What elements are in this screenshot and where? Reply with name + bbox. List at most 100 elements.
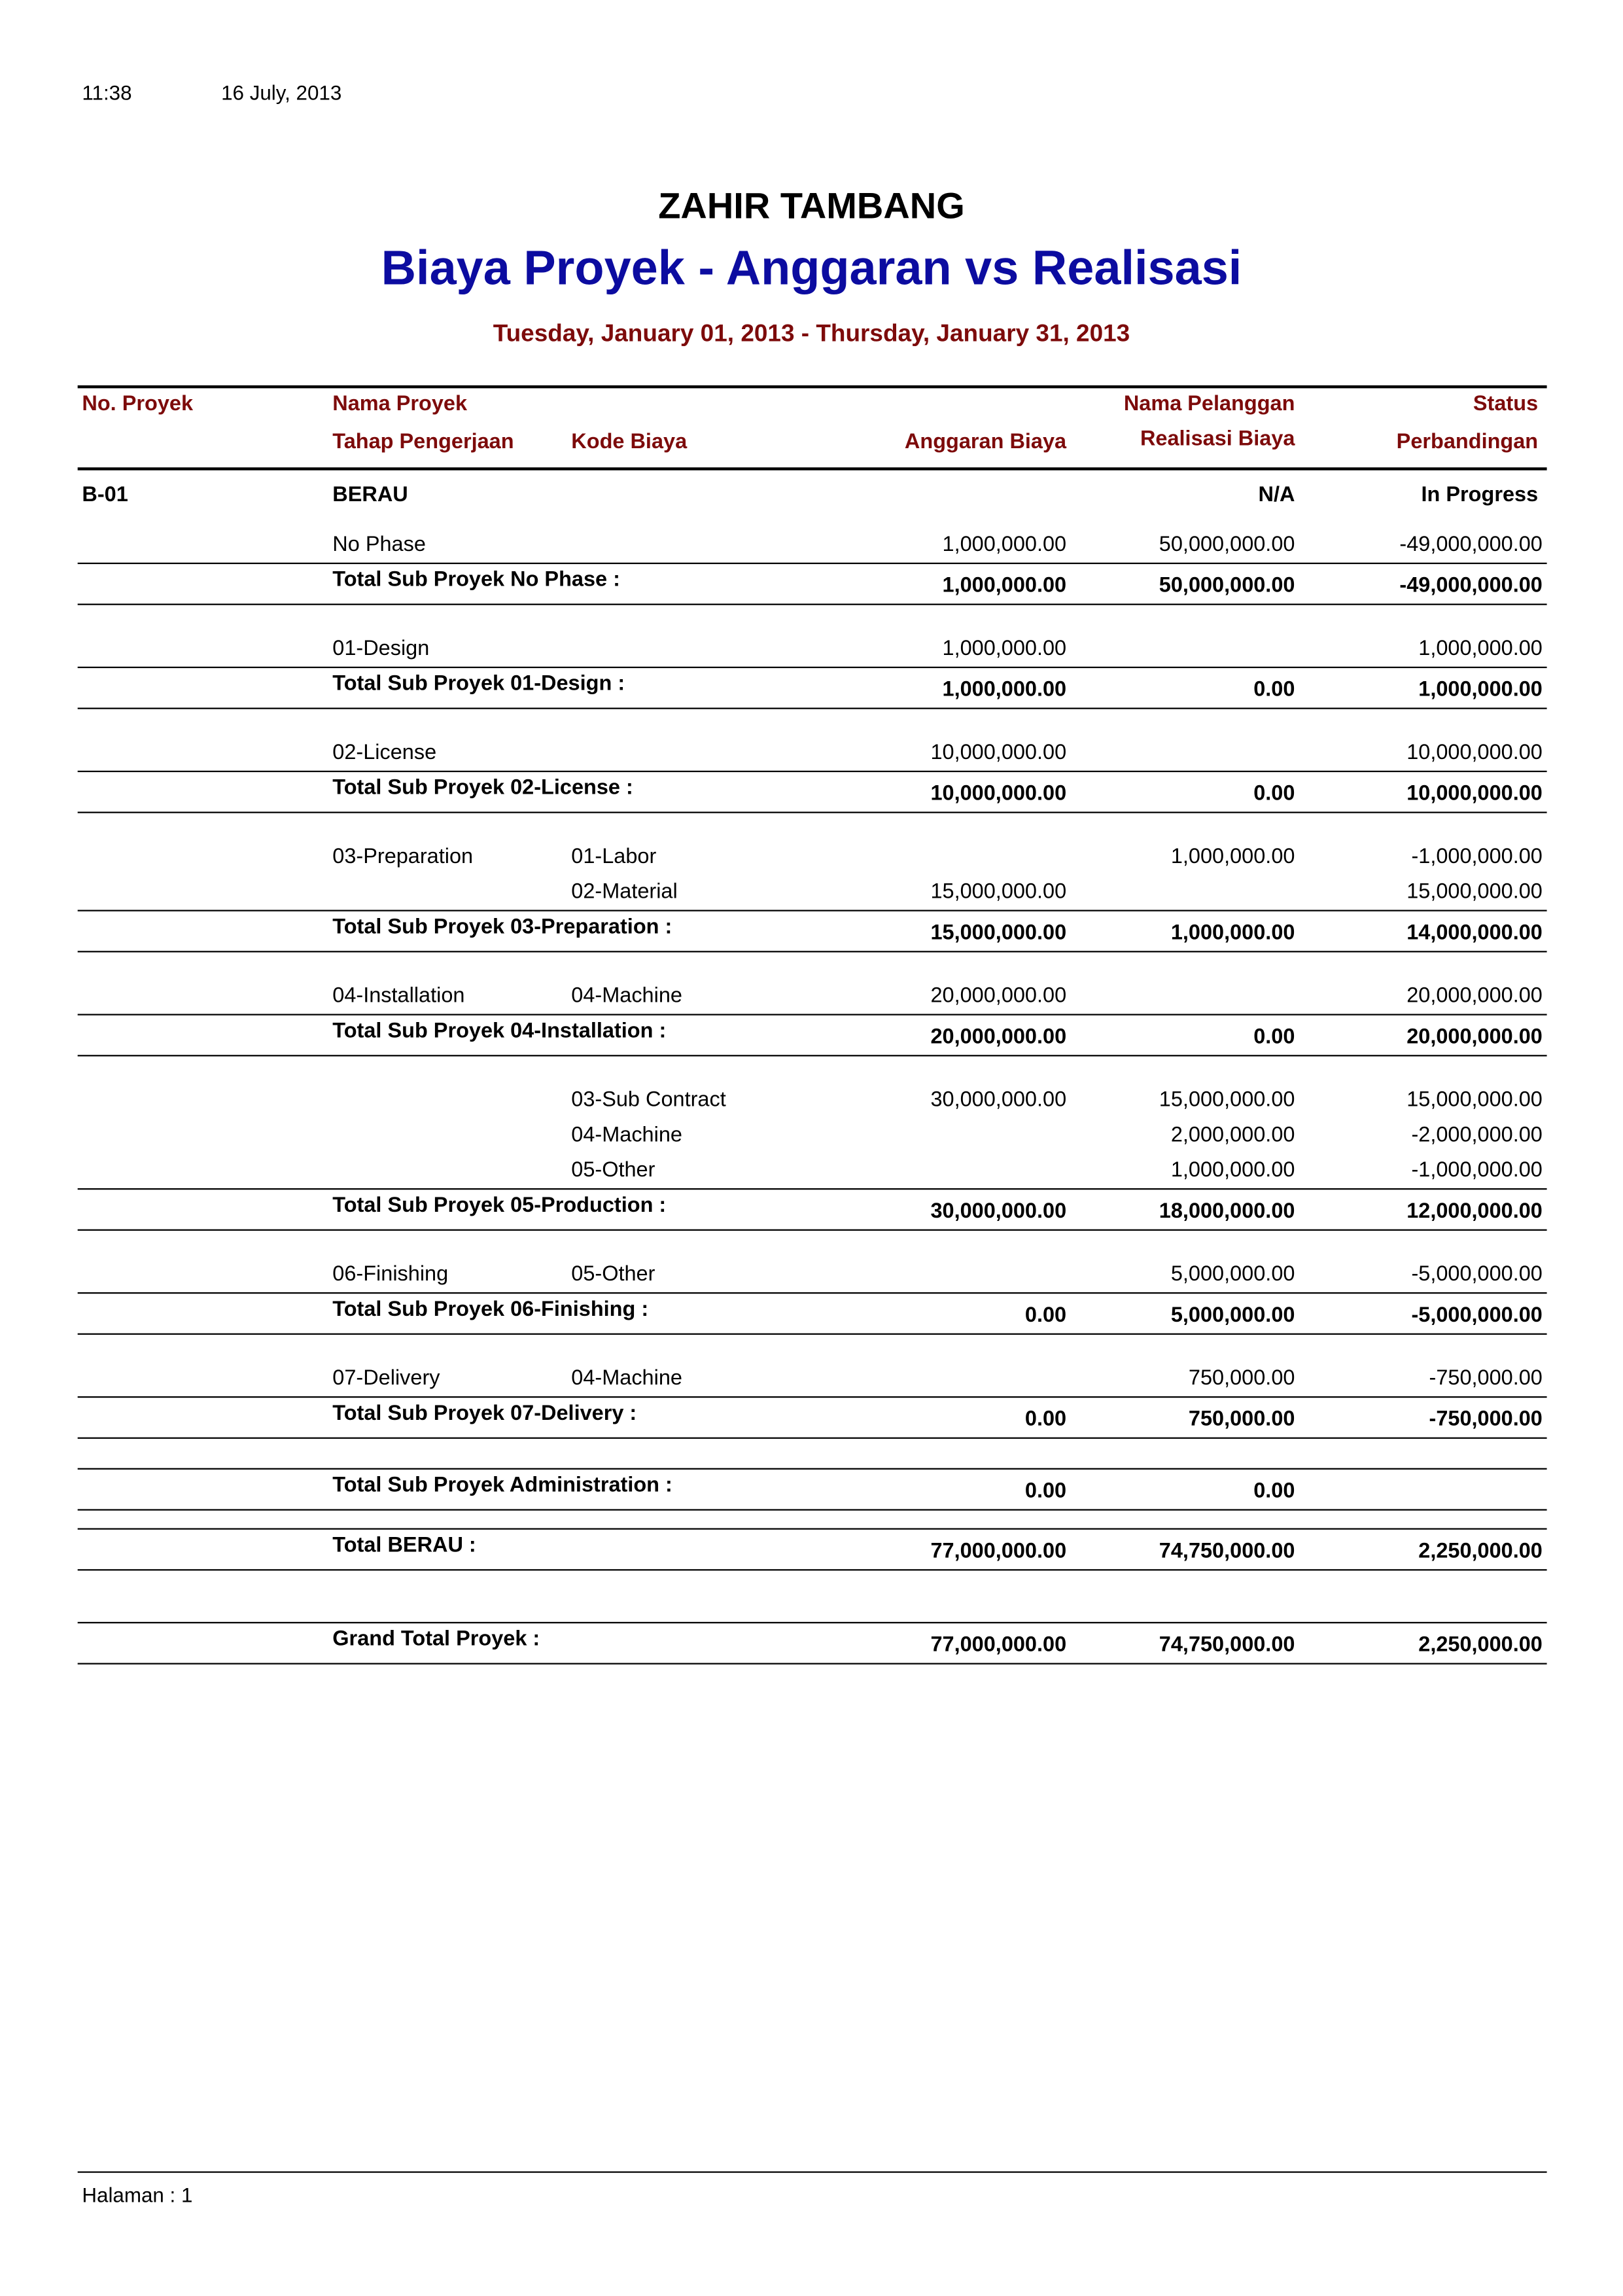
row-spacer: [78, 1439, 1547, 1468]
header-perbandingan: Perbandingan: [1396, 431, 1539, 455]
detail-perbandingan: -2,000,000.00: [1411, 1123, 1543, 1148]
header-top-rule: [77, 385, 1547, 389]
detail-kode: 02-Material: [571, 880, 678, 904]
detail-kode: 03-Sub Contract: [571, 1088, 726, 1112]
subtotal-row-perbandingan: 10,000,000.00: [1406, 782, 1543, 806]
subtotal-row: Total Sub Proyek 01-Design : 1,000,000.00…: [77, 666, 1547, 709]
row-spacer: [78, 1056, 1547, 1082]
subtotal-row: Total Sub Proyek 05-Production : 30,000,0…: [77, 1188, 1547, 1231]
subtotal-row-label: Total Sub Proyek 01-Design :: [332, 672, 625, 696]
subtotal-row: Total Sub Proyek Administration : 0.00 0.0…: [77, 1468, 1547, 1511]
detail-kode: 05-Other: [571, 1159, 655, 1183]
subtotal-row-anggaran: 1,000,000.00: [942, 678, 1067, 702]
subtotal-row-anggaran: 30,000,000.00: [930, 1199, 1067, 1224]
subtotal-row-perbandingan: 14,000,000.00: [1406, 921, 1543, 945]
detail-perbandingan: -1,000,000.00: [1411, 1159, 1543, 1183]
print-date: 16 July, 2013: [221, 80, 342, 104]
subtotal-row-realisasi: 0.00: [1253, 1479, 1295, 1504]
row-spacer: [78, 813, 1547, 839]
grand-total-row: Grand Total Proyek : 77,000,000.00 74,750,…: [77, 1621, 1547, 1665]
project-total-row-realisasi: 74,750,000.00: [1159, 1540, 1295, 1564]
detail-perbandingan: -1,000,000.00: [1411, 845, 1543, 869]
subtotal-row-realisasi: 0.00: [1253, 782, 1295, 806]
project-no: B-01: [82, 483, 128, 507]
row-spacer: [78, 952, 1547, 978]
subtotal-row: Total Sub Proyek No Phase : 1,000,000.00 5…: [77, 562, 1547, 605]
row-spacer: [78, 1511, 1547, 1528]
detail-tahap: 06-Finishing: [332, 1263, 449, 1287]
subtotal-row-realisasi: 0.00: [1253, 1025, 1295, 1050]
print-time: 11:38: [82, 80, 132, 104]
page-number: Halaman : 1: [82, 2183, 193, 2207]
subtotal-row-realisasi: 50,000,000.00: [1159, 574, 1295, 598]
header-nama-pelanggan: Nama Pelanggan: [1123, 393, 1295, 416]
detail-tahap: 03-Preparation: [332, 845, 474, 869]
detail-row: 02-License 10,000,000.00 10,000,000.00: [78, 735, 1547, 771]
detail-perbandingan: 20,000,000.00: [1406, 984, 1543, 1008]
detail-perbandingan: -750,000.00: [1429, 1367, 1543, 1391]
subtotal-row-anggaran: 0.00: [1024, 1407, 1067, 1432]
detail-realisasi: 50,000,000.00: [1159, 533, 1295, 557]
header-tahap: Tahap Pengerjaan: [332, 431, 514, 455]
detail-realisasi: 750,000.00: [1188, 1367, 1295, 1391]
project-customer: N/A: [1258, 483, 1295, 507]
subtotal-row-label: Total Sub Proyek 05-Production :: [332, 1193, 667, 1218]
subtotal-row: Total Sub Proyek 02-License : 10,000,000.…: [77, 770, 1547, 813]
detail-kode: 01-Labor: [571, 845, 657, 869]
subtotal-row-label: Total Sub Proyek 06-Finishing :: [332, 1298, 649, 1322]
project-name: BERAU: [332, 483, 408, 507]
subtotal-row: Total Sub Proyek 04-Installation : 20,000…: [77, 1014, 1547, 1057]
header-realisasi: Realisasi Biaya: [1140, 427, 1295, 451]
subtotal-row-anggaran: 0.00: [1024, 1479, 1067, 1504]
detail-row: 02-Material 15,000,000.00 15,000,000.00: [78, 875, 1547, 910]
grand-total-row-label: Grand Total Proyek :: [332, 1627, 540, 1651]
subtotal-row-perbandingan: 12,000,000.00: [1406, 1199, 1543, 1224]
detail-realisasi: 2,000,000.00: [1170, 1123, 1295, 1148]
detail-tahap: No Phase: [332, 533, 426, 557]
subtotal-row: Total Sub Proyek 03-Preparation : 15,000,…: [77, 910, 1547, 953]
project-total-row-perbandingan: 2,250,000.00: [1418, 1540, 1543, 1564]
phase-groups: No Phase 1,000,000.00 50,000,000.00 -49,000…: [77, 527, 1547, 1665]
detail-anggaran: 20,000,000.00: [930, 984, 1067, 1008]
detail-perbandingan: 15,000,000.00: [1406, 1088, 1543, 1112]
detail-row: 04-Machine 2,000,000.00 -2,000,000.00: [78, 1118, 1547, 1154]
row-spacer: [78, 605, 1547, 631]
project-row: B-01 BERAU N/A In Progress: [78, 472, 1547, 527]
subtotal-row-anggaran: 10,000,000.00: [930, 782, 1067, 806]
subtotal-row-realisasi: 1,000,000.00: [1170, 921, 1295, 945]
subtotal-row-anggaran: 1,000,000.00: [942, 574, 1067, 598]
detail-perbandingan: -5,000,000.00: [1411, 1263, 1543, 1287]
detail-perbandingan: -49,000,000.00: [1399, 533, 1543, 557]
header-kode: Kode Biaya: [571, 431, 688, 455]
detail-realisasi: 1,000,000.00: [1170, 1159, 1295, 1183]
detail-anggaran: 1,000,000.00: [942, 533, 1067, 557]
subtotal-row: Total Sub Proyek 06-Finishing : 0.00 5,000…: [77, 1292, 1547, 1335]
header-status: Status: [1473, 393, 1539, 416]
subtotal-row-label: Total Sub Proyek 07-Delivery :: [332, 1402, 637, 1426]
detail-row: 05-Other 1,000,000.00 -1,000,000.00: [78, 1153, 1547, 1188]
header-anggaran: Anggaran Biaya: [904, 431, 1067, 455]
detail-tahap: 04-Installation: [332, 984, 465, 1008]
subtotal-row-label: Total Sub Proyek 02-License :: [332, 776, 633, 800]
subtotal-row-label: Total Sub Proyek Administration :: [332, 1474, 672, 1498]
project-status: In Progress: [1421, 483, 1539, 507]
grand-total-row-perbandingan: 2,250,000.00: [1418, 1633, 1543, 1657]
subtotal-row-perbandingan: 1,000,000.00: [1418, 678, 1543, 702]
subtotal-row-label: Total Sub Proyek No Phase :: [332, 568, 620, 592]
detail-realisasi: 15,000,000.00: [1159, 1088, 1295, 1112]
detail-row: 03-Sub Contract 30,000,000.00 15,000,000.0…: [78, 1083, 1547, 1118]
detail-perbandingan: 1,000,000.00: [1418, 637, 1543, 661]
subtotal-row-perbandingan: 20,000,000.00: [1406, 1025, 1543, 1050]
header-no-proyek: No. Proyek: [82, 393, 194, 416]
subtotal-row-label: Total Sub Proyek 04-Installation :: [332, 1019, 667, 1044]
detail-kode: 04-Machine: [571, 1123, 682, 1148]
detail-tahap: 01-Design: [332, 637, 430, 661]
detail-anggaran: 10,000,000.00: [930, 741, 1067, 765]
subtotal-row-realisasi: 750,000.00: [1188, 1407, 1295, 1432]
detail-row: No Phase 1,000,000.00 50,000,000.00 -49,000…: [78, 527, 1547, 563]
detail-kode: 05-Other: [571, 1263, 655, 1287]
subtotal-row-label: Total Sub Proyek 03-Preparation :: [332, 915, 672, 940]
subtotal-row-realisasi: 5,000,000.00: [1170, 1303, 1295, 1328]
company-name: ZAHIR TAMBANG: [658, 186, 965, 228]
header-nama-proyek: Nama Proyek: [332, 393, 468, 416]
